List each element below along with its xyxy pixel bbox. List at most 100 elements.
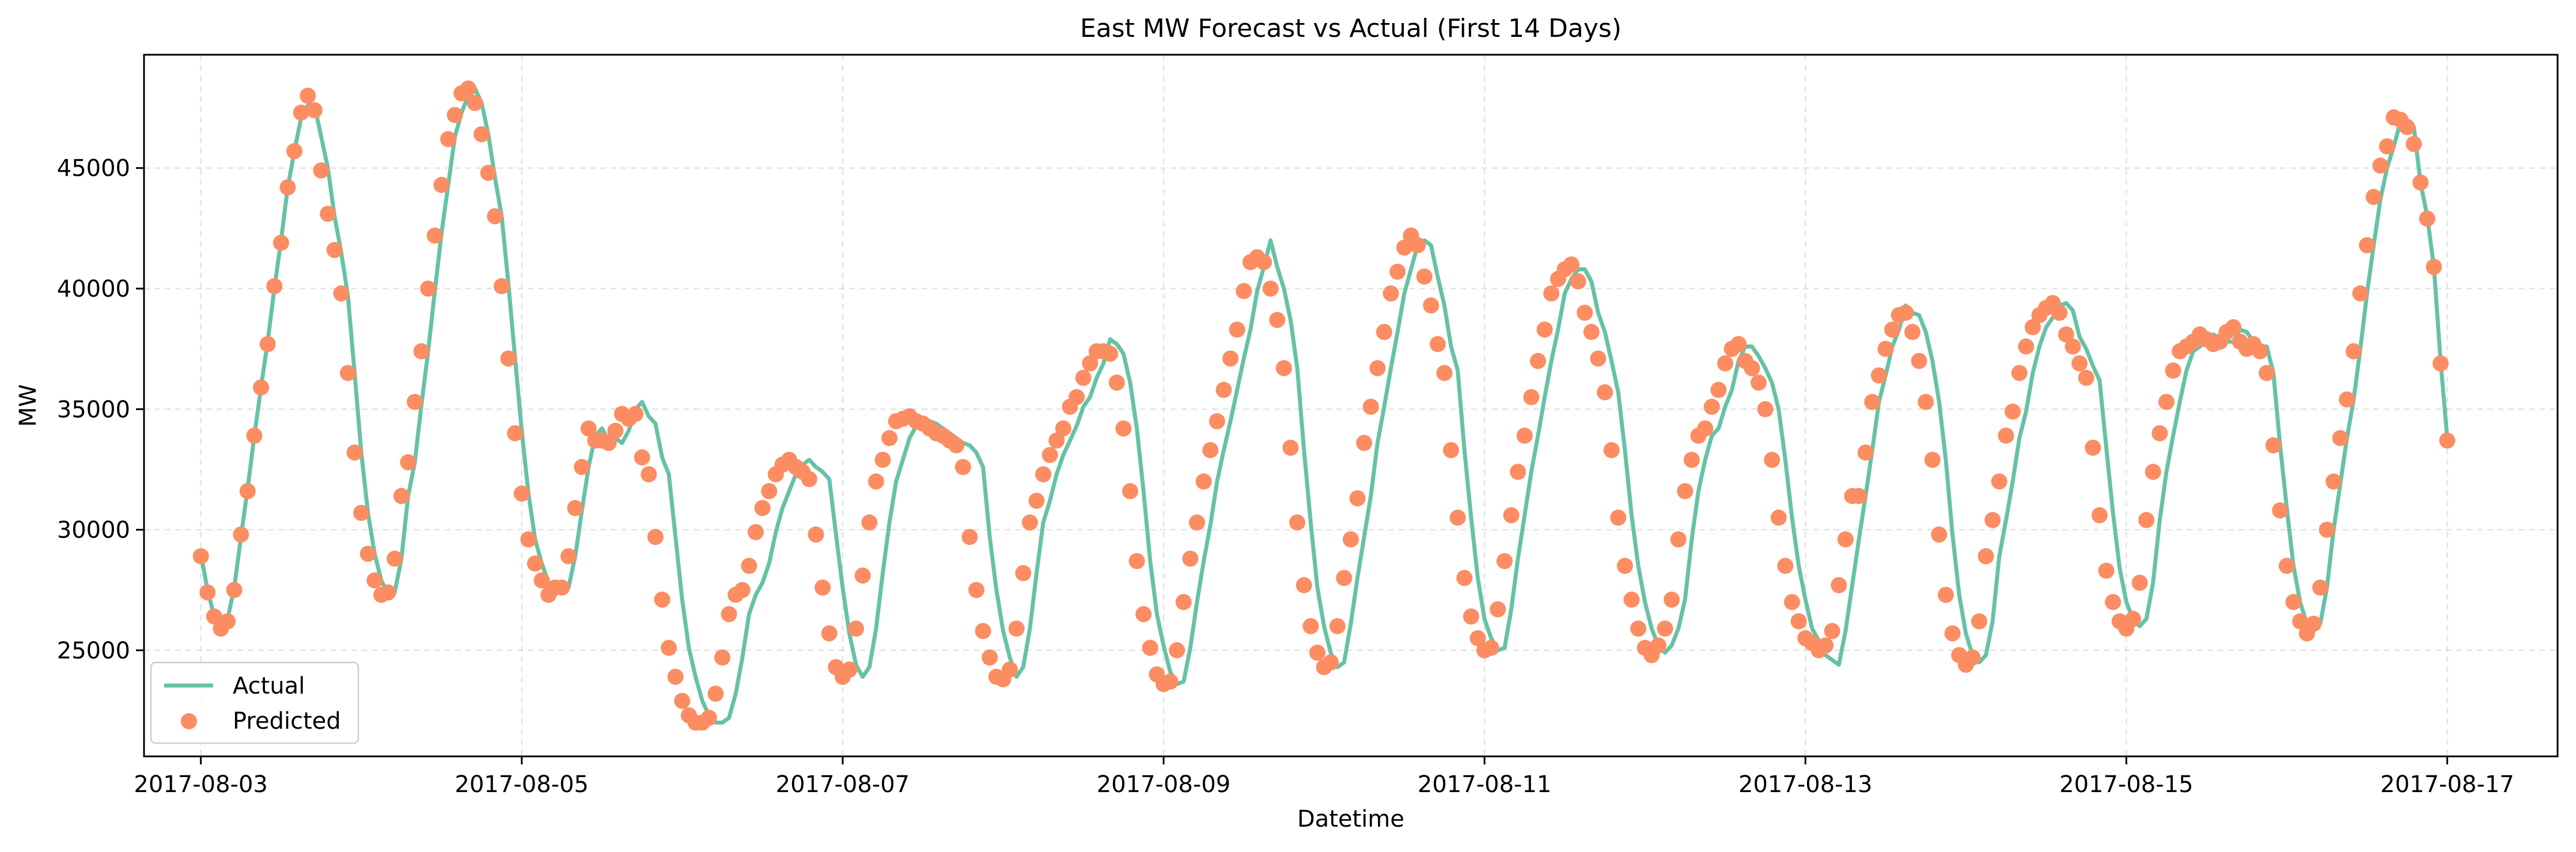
predicted-point — [1463, 608, 1479, 625]
predicted-point — [954, 459, 971, 475]
predicted-point — [446, 107, 463, 123]
predicted-point — [2225, 319, 2242, 335]
predicted-point — [574, 459, 590, 475]
predicted-point — [2305, 615, 2322, 632]
predicted-point — [320, 206, 336, 222]
predicted-point — [219, 613, 236, 630]
predicted-point — [507, 425, 524, 442]
predicted-point — [1590, 350, 1607, 367]
predicted-point — [1697, 420, 1714, 437]
predicted-point — [1877, 340, 1894, 357]
predicted-point — [554, 580, 570, 596]
predicted-point — [1309, 645, 1325, 661]
predicted-point — [1978, 548, 1994, 565]
predicted-point — [815, 580, 831, 596]
predicted-point — [1570, 273, 1586, 290]
predicted-point — [1610, 509, 1627, 526]
predicted-point — [1002, 661, 1018, 678]
predicted-point — [340, 365, 356, 381]
predicted-point — [1108, 374, 1125, 391]
predicted-point — [1128, 553, 1145, 569]
predicted-point — [1717, 355, 1733, 372]
predicted-point — [881, 430, 898, 446]
predicted-point — [1530, 353, 1546, 369]
predicted-point — [2005, 403, 2021, 420]
predicted-point — [2325, 473, 2342, 490]
predicted-point — [1115, 420, 1132, 437]
predicted-point — [460, 80, 476, 97]
predicted-point — [1764, 452, 1781, 468]
predicted-point — [1015, 565, 1032, 581]
predicted-point — [1275, 360, 1292, 377]
chart-title: East MW Forecast vs Actual (First 14 Day… — [1080, 14, 1622, 43]
predicted-point — [1416, 268, 1433, 285]
predicted-point — [413, 343, 430, 359]
predicted-point — [494, 278, 510, 294]
predicted-point — [1021, 514, 1038, 531]
plot-frame — [143, 54, 2559, 758]
predicted-point — [1069, 389, 1085, 406]
predicted-point — [467, 94, 483, 111]
predicted-point — [1790, 613, 1807, 630]
predicted-point — [2405, 135, 2422, 152]
predicted-point — [867, 473, 884, 490]
predicted-point — [1469, 630, 1486, 646]
predicted-point — [1055, 420, 1071, 437]
predicted-point — [1577, 304, 1593, 321]
predicted-point — [2292, 613, 2309, 630]
predicted-point — [2339, 391, 2355, 408]
x-tick-label: 2017-08-03 — [134, 771, 267, 798]
x-tick-label: 2017-08-13 — [1738, 771, 1872, 798]
legend: Actual Predicted — [150, 661, 359, 744]
legend-predicted-label: Predicted — [233, 708, 341, 734]
predicted-point — [1382, 285, 1399, 302]
predicted-point — [1991, 473, 2007, 490]
predicted-point — [1831, 577, 1847, 593]
predicted-point — [293, 104, 309, 121]
predicted-point — [1369, 360, 1386, 377]
predicted-point — [2064, 338, 2081, 355]
predicted-point — [359, 546, 376, 562]
predicted-point — [961, 529, 978, 546]
predicted-point — [2285, 594, 2302, 611]
predicted-point — [854, 567, 871, 584]
predicted-point — [266, 278, 283, 294]
predicted-point — [1262, 281, 1279, 297]
predicted-point — [239, 483, 256, 499]
predicted-point — [1497, 553, 1513, 569]
y-tick-label: 35000 — [57, 396, 130, 423]
predicted-point — [2078, 369, 2094, 386]
predicted-point — [527, 555, 543, 572]
predicted-point — [1824, 623, 1840, 639]
predicted-point — [1356, 434, 1373, 451]
predicted-point — [1657, 620, 1673, 637]
predicted-point — [2346, 343, 2362, 359]
predicted-point — [1884, 321, 1901, 338]
predicted-point — [2272, 502, 2289, 519]
predicted-point — [2091, 507, 2108, 524]
predicted-point — [975, 623, 991, 639]
x-tick-label: 2017-08-09 — [1097, 771, 1230, 798]
predicted-point — [1343, 531, 1359, 548]
predicted-point — [1516, 427, 1533, 444]
predicted-point — [1142, 639, 1158, 656]
predicted-point — [2151, 425, 2168, 442]
predicted-point — [808, 526, 824, 543]
x-axis-label: Datetime — [1297, 806, 1404, 832]
predicted-point — [326, 242, 343, 258]
predicted-point — [754, 499, 771, 516]
predicted-point — [2058, 326, 2074, 343]
predicted-point — [1222, 350, 1239, 367]
predicted-point — [306, 102, 323, 119]
predicted-point — [2332, 430, 2348, 446]
predicted-point — [714, 649, 730, 666]
predicted-point — [400, 454, 416, 471]
predicted-point — [233, 526, 249, 543]
predicted-point — [246, 427, 263, 444]
predicted-point — [513, 485, 530, 502]
predicted-point — [1998, 427, 2014, 444]
predicted-point — [1035, 466, 1052, 483]
predicted-point — [2131, 574, 2148, 591]
predicted-point — [1436, 365, 1453, 381]
